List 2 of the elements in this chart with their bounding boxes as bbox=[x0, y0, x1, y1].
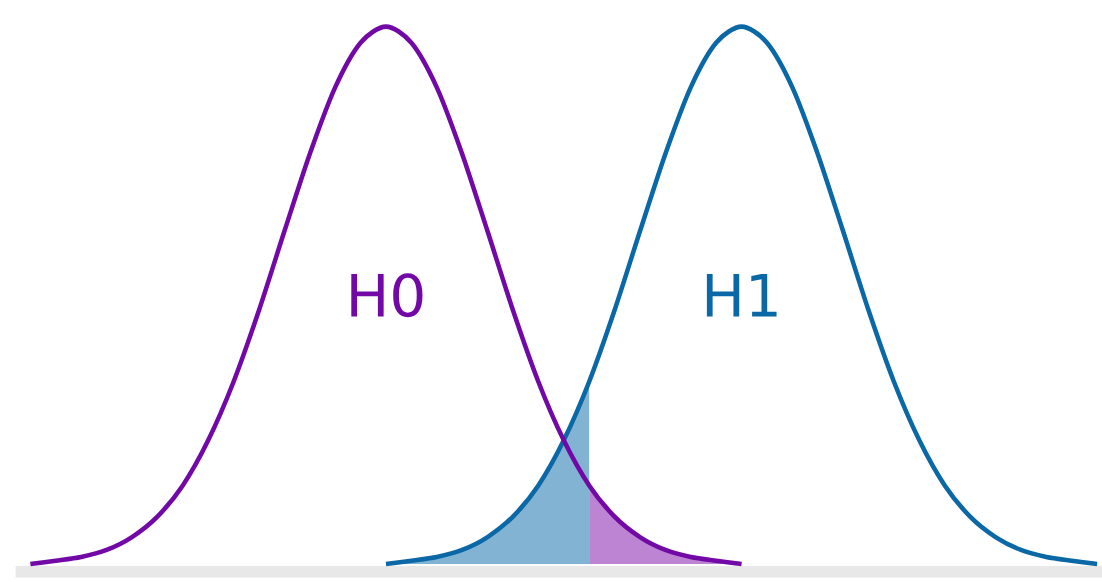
series-label: H1 bbox=[706, 274, 777, 317]
series-label: H0 bbox=[351, 273, 423, 318]
